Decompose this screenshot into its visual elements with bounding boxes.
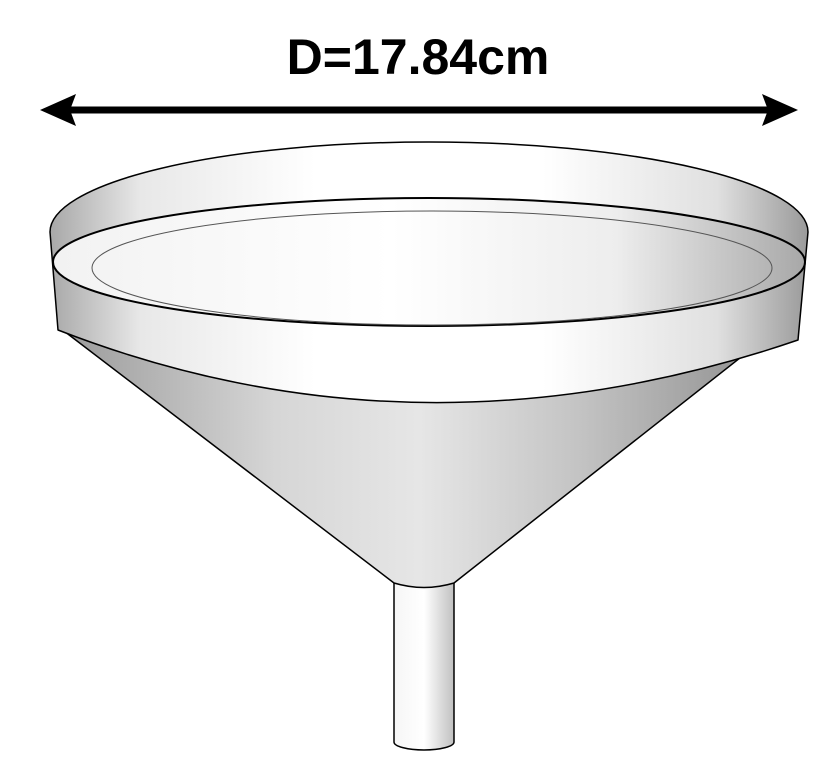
rim-opening — [52, 197, 806, 327]
diameter-label: D=17.84cm — [287, 29, 550, 85]
funnel-stem — [393, 577, 455, 751]
rim-inner-edge — [91, 210, 773, 326]
diameter-arrow — [40, 94, 798, 126]
arrow-head-right — [762, 94, 798, 126]
stem-body — [393, 577, 455, 751]
funnel-rim — [49, 141, 809, 404]
arrow-head-left — [40, 94, 76, 126]
